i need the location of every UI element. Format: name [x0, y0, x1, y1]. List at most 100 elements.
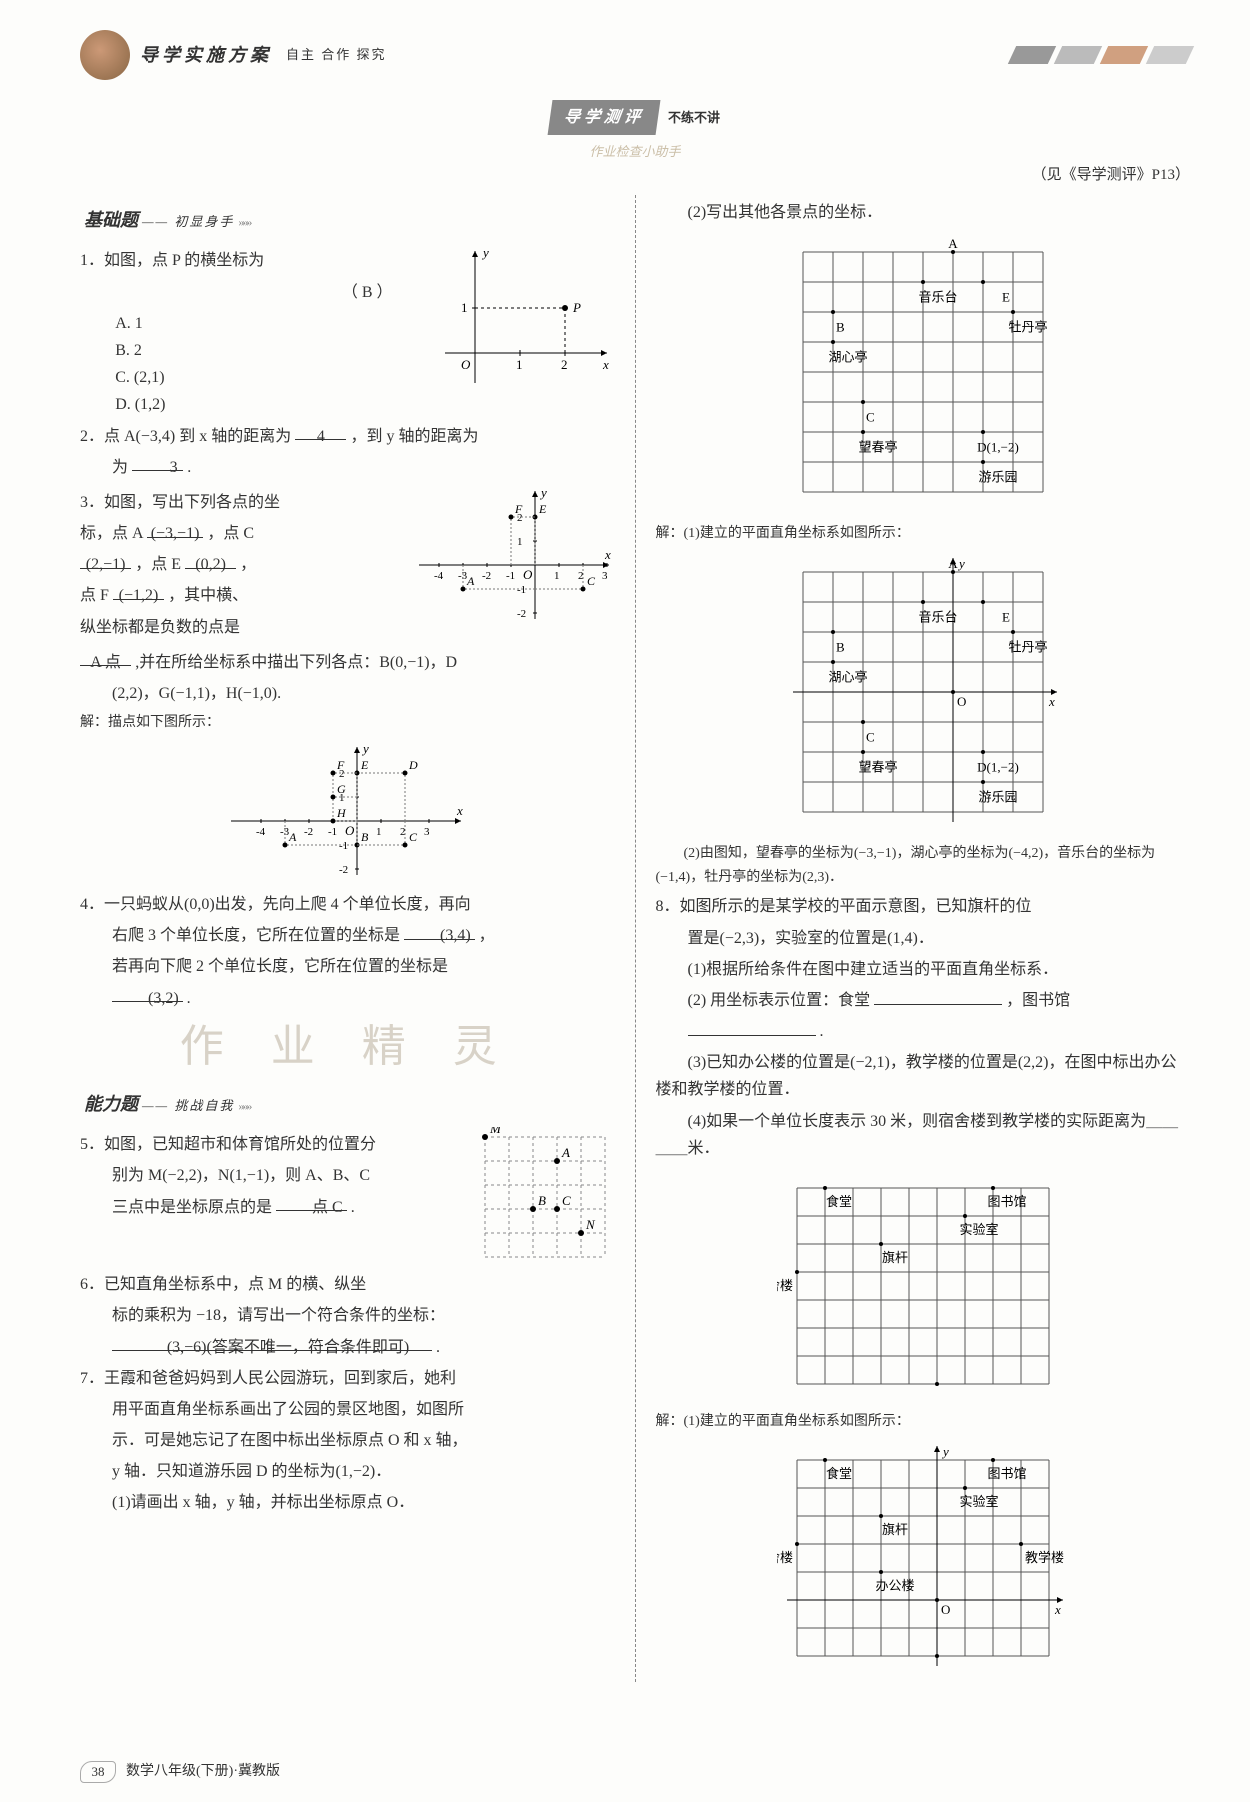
svg-text:1: 1: [516, 357, 523, 372]
q4-l2-tail: ，: [479, 927, 495, 944]
svg-text:图书馆: 图书馆: [987, 1466, 1026, 1481]
left-column: 基础题 —— 初显身手 »»» 1．如图，点 P 的横坐标为 （ B ） A. …: [80, 195, 615, 1682]
svg-text:O: O: [941, 1602, 950, 1617]
svg-text:宿舍楼: 宿舍楼: [777, 1278, 793, 1293]
svg-text:P: P: [572, 300, 581, 315]
q5-ans: 点 C: [276, 1194, 347, 1212]
svg-text:-2: -2: [482, 570, 491, 582]
park-sol-label: 解：(1)建立的平面直角坐标系如图所示：: [656, 522, 1191, 546]
svg-text:y: y: [361, 741, 369, 756]
q7-l3: 示．可是她忘记了在图中标出坐标原点 O 和 x 轴，: [80, 1427, 615, 1454]
q1-opt-a: A. 1: [80, 310, 425, 337]
svg-text:C: C: [587, 574, 596, 588]
svg-text:y: y: [957, 556, 965, 571]
q3-sol-label: 解：描点如下图所示：: [80, 711, 615, 735]
svg-text:C: C: [562, 1193, 571, 1208]
q8-p4: (4)如果一个单位长度表示 30 米，则宿舍楼到教学楼的实际距离为＿＿＿＿米．: [656, 1108, 1191, 1162]
svg-text:音乐台: 音乐台: [918, 289, 957, 304]
svg-text:A: A: [948, 236, 958, 251]
q4-l4: (3,2) .: [80, 985, 615, 1012]
svg-text:食堂: 食堂: [826, 1194, 852, 1209]
svg-text:实验室: 实验室: [959, 1494, 998, 1509]
banner-tag: 不练不讲: [668, 107, 720, 129]
q3-a: (−3,−1): [147, 520, 204, 538]
svg-text:-4: -4: [256, 826, 266, 838]
arrow-icon: »»»: [238, 212, 250, 232]
svg-text:牡丹亭: 牡丹亭: [1008, 639, 1047, 654]
arrow-icon: »»»: [238, 1096, 250, 1116]
q2-pre: 2．点 A(−3,4) 到 x 轴的距离为: [80, 428, 291, 445]
q2-ans1: 4: [295, 423, 346, 441]
page-footer: 38 数学八年级(下册)·冀教版: [80, 1760, 280, 1784]
q3-c: (2,−1): [80, 551, 131, 569]
school-grid-axes: xy食堂图书馆实验室旗杆宿舍楼教学楼办公楼大门O: [656, 1440, 1191, 1676]
svg-text:1: 1: [461, 300, 468, 315]
svg-text:2: 2: [578, 570, 584, 582]
q3-l6: ,并在所给坐标系中描出下列各点：B(0,−1)，D: [135, 654, 457, 671]
svg-text:O: O: [957, 694, 966, 709]
school-sol-label: 解：(1)建立的平面直角坐标系如图所示：: [656, 1410, 1191, 1434]
svg-text:C: C: [866, 409, 875, 424]
svg-text:x: x: [604, 547, 611, 562]
q7-p2: (2)写出其他各景点的坐标．: [656, 199, 1191, 226]
svg-text:N: N: [585, 1217, 596, 1232]
svg-text:B: B: [361, 830, 369, 844]
q2-tail-row: 为 3 .: [80, 454, 615, 481]
page-header: 导学实施方案 自主 合作 探究: [80, 30, 1190, 80]
q4-ans1: (3,4): [404, 922, 475, 940]
svg-text:E: E: [538, 502, 547, 516]
q2-wei: 为: [112, 459, 128, 476]
logo-icon: [80, 30, 130, 80]
svg-text:y: y: [941, 1444, 949, 1459]
q5-l3: 三点中是坐标原点的是 点 C .: [80, 1194, 465, 1221]
column-divider: [635, 195, 636, 1682]
q3: 3．如图，写出下列各点的坐 标，点 A (−3,−1) ，点 C (2,−1) …: [80, 485, 615, 645]
svg-text:M: M: [489, 1127, 502, 1136]
svg-text:-1: -1: [328, 826, 337, 838]
svg-text:望春亭: 望春亭: [858, 759, 897, 774]
ability-header: 能力题 —— 挑战自我 »»»: [80, 1089, 615, 1120]
q3-l7: (2,2)，G(−1,1)，H(−1,0).: [80, 680, 615, 707]
q8-p2a: (2) 用坐标表示位置：食堂: [688, 992, 871, 1009]
svg-text:O: O: [461, 357, 471, 372]
q8-blank2: [688, 1019, 816, 1037]
q3-l2-pre: 标，点 A: [80, 525, 147, 542]
svg-text:A: A: [466, 574, 475, 588]
q3-anspt: A 点: [80, 649, 131, 667]
svg-text:3: 3: [424, 826, 430, 838]
q1-opt-d: D. (1,2): [80, 391, 425, 418]
q1-options: A. 1 B. 2 C. (2,1) D. (1,2): [80, 310, 425, 419]
q8-l2: 置是(−2,3)，实验室的位置是(1,4)．: [656, 925, 1191, 952]
svg-text:H: H: [336, 806, 347, 820]
svg-text:湖心亭: 湖心亭: [828, 349, 867, 364]
svg-text:B: B: [538, 1193, 546, 1208]
q4-l2: 右爬 3 个单位长度，它所在位置的坐标是 (3,4) ，: [80, 922, 615, 949]
q3-l2: 标，点 A (−3,−1) ，点 C: [80, 520, 405, 547]
q8-blank1: [874, 987, 1002, 1005]
svg-text:y: y: [481, 245, 489, 260]
q8-p2c: .: [820, 1023, 824, 1040]
svg-text:办公楼: 办公楼: [875, 1578, 914, 1593]
q1-opt-b: B. 2: [80, 337, 425, 364]
svg-text:F: F: [514, 502, 523, 516]
footer-page: 38: [80, 1761, 116, 1783]
q5-l3-tail: .: [351, 1199, 355, 1216]
svg-text:y: y: [539, 485, 547, 500]
school-grid: 食堂图书馆实验室旗杆宿舍楼大门: [656, 1168, 1191, 1404]
svg-text:牡丹亭: 牡丹亭: [1008, 319, 1047, 334]
q3-l3: (2,−1) ，点 E (0,2) ，: [80, 551, 405, 578]
q3-l5: 纵坐标都是负数的点是: [80, 614, 405, 641]
q1: 1．如图，点 P 的横坐标为 （ B ） A. 1 B. 2 C. (2,1) …: [80, 243, 615, 418]
q6-tail: .: [436, 1339, 440, 1356]
q8-p2-line2: .: [656, 1018, 1191, 1045]
svg-text:-1: -1: [517, 584, 526, 596]
svg-text:教学楼: 教学楼: [1025, 1550, 1064, 1565]
svg-text:2: 2: [400, 826, 406, 838]
q7-l1: 7．王霞和爸爸妈妈到人民公园游玩，回到家后，她利: [80, 1365, 615, 1392]
q7-p1: (1)请画出 x 轴，y 轴，并标出坐标原点 O．: [80, 1489, 615, 1516]
section-banner: 导学测评 不练不讲: [80, 100, 1190, 135]
q5-l2: 别为 M(−2,2)，N(1,−1)，则 A、B、C: [80, 1162, 465, 1189]
park-grid: A音乐台EB牡丹亭湖心亭C望春亭D(1,−2)游乐园: [656, 232, 1191, 512]
header-stripes-icon: [1006, 46, 1190, 64]
q6-l1: 6．已知直角坐标系中，点 M 的横、纵坐: [80, 1271, 615, 1298]
